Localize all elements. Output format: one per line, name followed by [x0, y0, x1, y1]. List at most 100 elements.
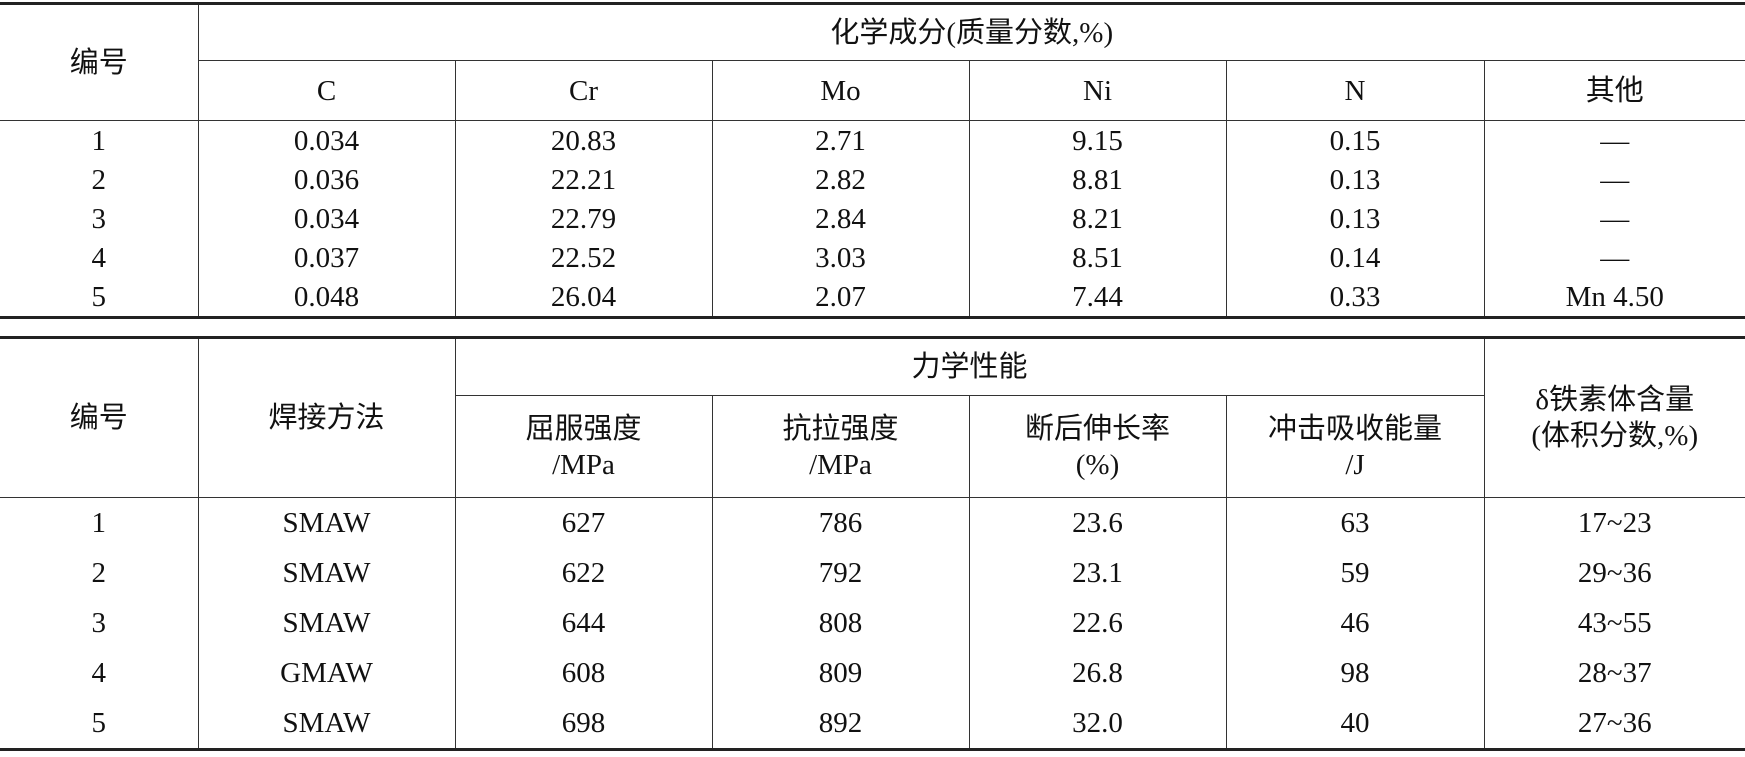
table-cell: 22.6 [968, 598, 1226, 648]
column-header: C [197, 60, 455, 121]
table-cell: 0.13 [1225, 160, 1484, 199]
table-cell: 0.034 [197, 120, 455, 160]
table-cell: 644 [454, 598, 712, 648]
table-cell: 608 [454, 648, 712, 698]
table-row: 4 GMAW 608 809 26.8 98 28~37 [0, 648, 1745, 698]
table-cell: 32.0 [968, 698, 1226, 750]
table-cell: 0.14 [1225, 238, 1484, 277]
table-cell: — [1483, 238, 1745, 277]
table-cell: 0.15 [1225, 120, 1484, 160]
table-cell: 40 [1225, 698, 1485, 750]
table-cell: 0.034 [197, 199, 455, 238]
table-row: 3 0.034 22.79 2.84 8.21 0.13— [0, 199, 1745, 238]
table-cell: 792 [711, 548, 969, 598]
table-cell: 0.13 [1225, 199, 1484, 238]
column-header: 冲击吸收能量/J [1225, 395, 1485, 498]
table-cell: 808 [711, 598, 969, 648]
table-cell: 2 [91, 557, 107, 589]
id-header: 编号 [0, 3, 198, 121]
table-cell: 9.15 [968, 120, 1226, 160]
table-row: 1 SMAW 627 786 23.6 63 17~23 [0, 497, 1745, 548]
table-cell: 0.036 [197, 160, 455, 199]
table-cell: 4 [91, 241, 107, 274]
table-cell: 2.07 [711, 277, 969, 318]
table-cell: 5 [91, 280, 107, 313]
table-cell: 2 [91, 163, 107, 196]
column-header: 断后伸长率 (%) [968, 395, 1226, 498]
table-cell: 28~37 [1483, 648, 1745, 698]
table-cell: SMAW [197, 548, 455, 598]
table-cell: 59 [1225, 548, 1485, 598]
chemical-composition-table: 编号 化学成分(质量分数,%) C Cr Mo Ni N 其他 1 0.034 20… [0, 2, 1745, 319]
table-cell: 3.03 [711, 238, 969, 277]
table-cell: 46 [1225, 598, 1485, 648]
table-cell: 809 [711, 648, 969, 698]
table-cell: Mn 4.50 [1483, 277, 1745, 318]
table-cell: 2.71 [711, 120, 969, 160]
table-cell: 0.33 [1225, 277, 1484, 318]
table-row: 3 SMAW 644 808 22.6 46 43~55 [0, 598, 1745, 648]
table-cell: GMAW [197, 648, 455, 698]
table-cell: 26.8 [968, 648, 1226, 698]
table-cell: 98 [1225, 648, 1485, 698]
group-header: 化学成分(质量分数,%) [197, 3, 1745, 61]
table-cell: SMAW [197, 698, 455, 750]
table-cell: 1 [91, 507, 107, 539]
table-cell: 63 [1225, 497, 1485, 548]
method-header: 焊接方法 [197, 337, 455, 498]
table-row: 1 0.034 20.83 2.71 9.15 0.15— [0, 120, 1745, 160]
column-header: Ni [968, 60, 1226, 121]
table-row: 5 0.048 26.04 2.07 7.44 0.33 Mn 4.50 [0, 277, 1745, 318]
table-cell: 7.44 [968, 277, 1226, 318]
table-cell: 2.82 [711, 160, 969, 199]
ferrite-header-line2: (体积分数,%) [1531, 420, 1699, 452]
table-cell: 43~55 [1483, 598, 1745, 648]
table-cell: 8.51 [968, 238, 1226, 277]
ferrite-header: δ铁素体含量 (体积分数,%) [1483, 337, 1745, 498]
table-cell: 627 [454, 497, 712, 548]
table-cell: 8.21 [968, 199, 1226, 238]
table-cell: 22.21 [454, 160, 712, 199]
column-header: Mo [711, 60, 969, 121]
table-cell: 27~36 [1483, 698, 1745, 750]
table-cell: 3 [91, 202, 107, 235]
table-cell: 23.1 [968, 548, 1226, 598]
column-header: 抗拉强度/MPa [711, 395, 969, 498]
table-row: 5 SMAW 698 892 32.0 40 27~36 [0, 698, 1745, 750]
table-cell: 698 [454, 698, 712, 750]
table-cell: 23.6 [968, 497, 1226, 548]
mechanical-properties-table: 编号 焊接方法 力学性能 δ铁素体含量 (体积分数,%) 屈服强度/MPa 抗拉… [0, 336, 1745, 751]
table-cell: — [1483, 199, 1745, 238]
table-cell: 892 [711, 698, 969, 750]
table-cell: — [1483, 120, 1745, 160]
table-row: 2 0.036 22.21 2.82 8.81 0.13— [0, 160, 1745, 199]
table-cell: 2.84 [711, 199, 969, 238]
table-cell: — [1483, 160, 1745, 199]
table-cell: 0.037 [197, 238, 455, 277]
table-cell: 29~36 [1483, 548, 1745, 598]
table-cell: 20.83 [454, 120, 712, 160]
table-cell: 4 [91, 657, 107, 689]
table-cell: SMAW [197, 497, 455, 548]
column-header: 其他 [1483, 60, 1745, 121]
table-cell: 17~23 [1483, 497, 1745, 548]
column-header: N [1225, 60, 1484, 121]
table-cell: 3 [91, 607, 107, 639]
table-cell: 26.04 [454, 277, 712, 318]
table-row: 2 SMAW 622 792 23.1 59 29~36 [0, 548, 1745, 598]
table-cell: 8.81 [968, 160, 1226, 199]
ferrite-header-line1: δ铁素体含量 [1535, 384, 1695, 416]
table-cell: SMAW [197, 598, 455, 648]
table-cell: 786 [711, 497, 969, 548]
table-row: 4 0.037 22.52 3.03 8.51 0.14— [0, 238, 1745, 277]
table-cell: 22.52 [454, 238, 712, 277]
column-header: 屈服强度/MPa [454, 395, 712, 498]
table-cell: 622 [454, 548, 712, 598]
table-cell: 0.048 [197, 277, 455, 318]
id-header: 编号 [0, 337, 198, 498]
table-cell: 1 [91, 124, 107, 157]
table-cell: 22.79 [454, 199, 712, 238]
column-header: Cr [454, 60, 712, 121]
group-header: 力学性能 [454, 337, 1485, 396]
table-cell: 5 [91, 707, 107, 739]
